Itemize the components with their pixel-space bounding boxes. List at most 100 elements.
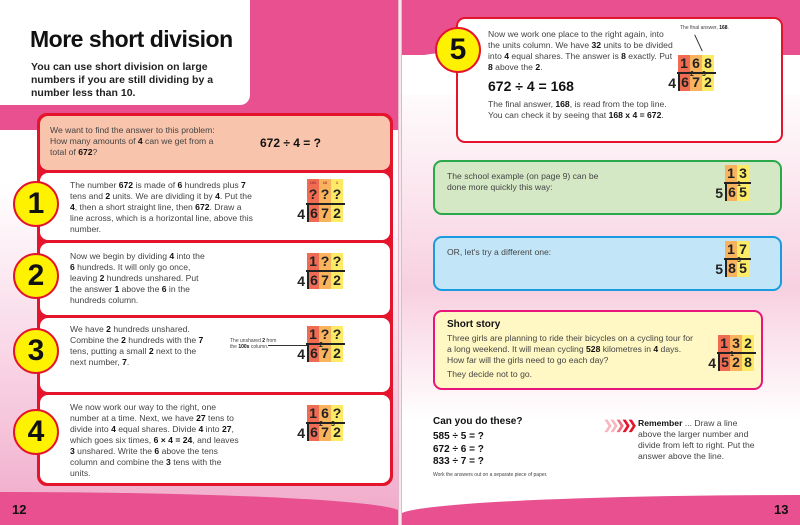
step-5-box: Now we work one place to the right again… [456, 17, 783, 143]
quotient-digit: ? [331, 405, 343, 422]
divisor: 4 [708, 354, 716, 371]
step-1-circle: 1 [13, 181, 59, 227]
bold-text: 4 [70, 202, 75, 212]
text-run: We now work our way to the right, one nu… [70, 402, 217, 423]
bold-text: 3 [70, 446, 75, 456]
carry-digit: 1 [737, 181, 741, 188]
quotient-digit: 7 [737, 241, 749, 258]
text-run: above the [119, 284, 162, 294]
division-line [306, 422, 345, 424]
exercise-item: 833 ÷ 7 = ? [433, 456, 484, 467]
note-pointer-line [694, 34, 703, 52]
text-run: equal shares. Divide [115, 424, 199, 434]
text-run: Three girls are planning to ride their b… [447, 333, 693, 354]
dividend-digit: 2 [331, 205, 343, 222]
quotient-digit: ? [307, 186, 319, 203]
remember-text: Remember ... Draw a line above the large… [638, 418, 763, 462]
dividend-digit: 8 [725, 260, 737, 277]
bold-text: 672 [78, 147, 93, 157]
division-step-3: 1?? 4 6 7 2 2 [295, 326, 345, 362]
step-1-box: The number 672 is made of 6 hundreds plu… [40, 173, 390, 240]
text-run: , then a short straight line, then [74, 202, 196, 212]
text-run: . Draw a line across, which is a horizon… [70, 202, 253, 234]
text-run: ... Draw a line above the larger number … [638, 418, 755, 461]
quotient-digit: 1 [307, 405, 319, 422]
text-run: tens to divide into [70, 413, 234, 434]
text-run: from the [230, 338, 277, 350]
bold-text: 4 [653, 344, 659, 354]
bold-text: 2 [121, 335, 126, 345]
bold-text: 168 [719, 25, 728, 31]
step-5-equation: 672 ÷ 4 = 168 [488, 78, 574, 94]
note-pointer-line [268, 345, 308, 346]
quotient-digit: ? [331, 326, 343, 343]
text-run: hundreds unshared. Put the answer [70, 273, 199, 294]
bold-text: 4 [137, 136, 143, 146]
bold-text: 6 [154, 446, 160, 456]
text-run: above the [492, 62, 536, 72]
text-run: tens with the units. [70, 457, 222, 478]
bold-text: 27 [196, 413, 206, 423]
place-value-row: 100 10 1 [295, 178, 345, 186]
text-run: hundreds plus [182, 180, 242, 190]
text-run: . [126, 357, 130, 367]
dividend-digit: 2 [331, 345, 343, 362]
division-line [306, 203, 345, 205]
carry-digit: 2 [319, 342, 323, 349]
quotient-digit: 8 [702, 55, 714, 72]
dividend-digit: 7 [319, 272, 331, 289]
text-run: tens and [70, 191, 106, 201]
short-story-text: Three girls are planning to ride their b… [447, 333, 697, 366]
school-example-text: The school example (on page 9) can be do… [447, 171, 599, 192]
bold-text: 168 x 4 = 672 [608, 110, 662, 120]
dividend-digit: 6 [307, 345, 319, 362]
quotient-digit: 3 [737, 165, 749, 182]
bold-text: 6 [177, 180, 183, 190]
dividend-digit: 6 [307, 424, 319, 441]
text-run: hundreds with the [125, 335, 199, 345]
different-one-text: OR, let's try a different one: [447, 247, 552, 257]
bold-text: 2 [99, 273, 105, 283]
bold-text: 1 [114, 284, 120, 294]
unshared-note: The unshared 2 from the 100s column. [230, 338, 278, 350]
text-run: . [727, 25, 729, 31]
bottom-band [0, 492, 400, 525]
text-run: can we get from a total of [50, 136, 214, 157]
exercise-item: 585 ÷ 5 = ? [433, 431, 484, 442]
short-story-title: Short story [447, 319, 501, 330]
intro-box: We want to find the answer to this probl… [40, 116, 390, 170]
bold-text: 4 [504, 51, 510, 61]
bold-text: 168 [555, 99, 570, 109]
page-title: More short division [30, 26, 233, 52]
bold-text: 2 [148, 346, 154, 356]
bold-text: 7 [198, 335, 204, 345]
dividend-digit: 7 [319, 205, 331, 222]
quotient-digit: 3 [730, 335, 742, 352]
text-run: The final answer, [488, 99, 556, 109]
intro-equation: 672 ÷ 4 = ? [260, 136, 321, 150]
bold-text: 6 [161, 284, 167, 294]
dividend-digit: 6 [307, 272, 319, 289]
divisor: 4 [297, 272, 305, 289]
bold-text: 2 [535, 62, 541, 72]
short-story-box: Short story Three girls are planning to … [433, 310, 763, 390]
dividend-digit: 6 [307, 205, 319, 222]
page-number-right: 13 [774, 502, 789, 517]
text-run: The number [70, 180, 119, 190]
text-run: into [203, 424, 222, 434]
exercises-footnote: Work the answers out on a separate piece… [433, 472, 548, 478]
bold-text: 672 [195, 202, 210, 212]
text-run: . [540, 62, 543, 72]
dividend-digit: 6 [725, 184, 737, 201]
left-page: More short division You can use short di… [0, 0, 400, 525]
quotient-digit: ? [319, 326, 331, 343]
right-page: Now we work one place to the right again… [400, 0, 800, 525]
